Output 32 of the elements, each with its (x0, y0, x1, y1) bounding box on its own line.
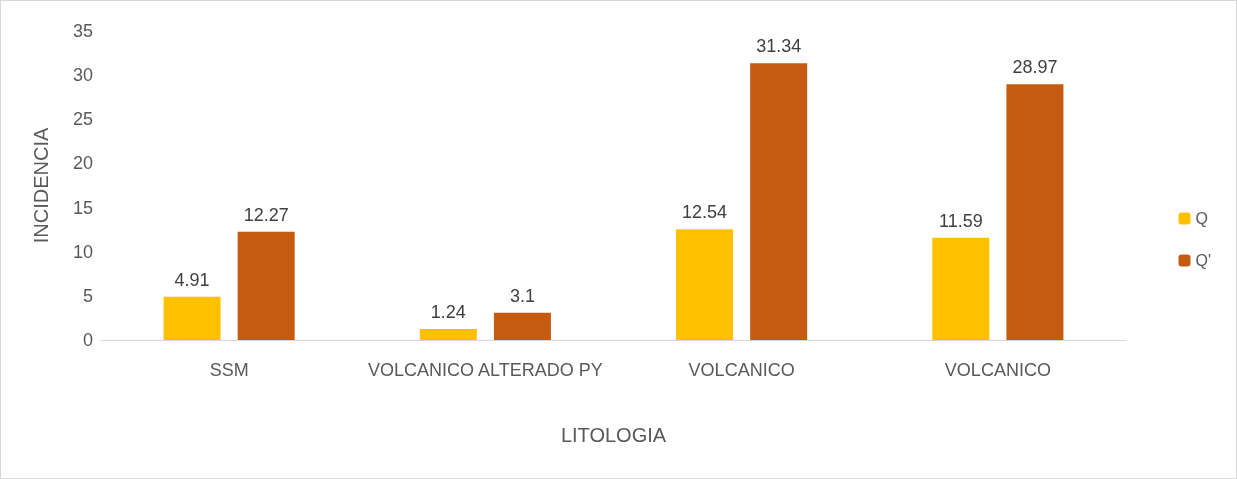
data-label: 4.91 (174, 269, 210, 290)
data-label: 12.54 (682, 202, 728, 223)
bar (750, 63, 808, 340)
bar (237, 231, 295, 340)
legend-label: Q (1195, 210, 1208, 227)
bar (932, 237, 990, 340)
bar (493, 312, 551, 340)
x-tick-label: VOLCANICO ALTERADO PY (368, 360, 603, 380)
data-label: 3.1 (509, 285, 535, 306)
data-label: 28.97 (1012, 57, 1058, 78)
y-tick-label: 10 (72, 241, 93, 262)
data-label: 31.34 (756, 36, 802, 57)
data-label: 12.27 (243, 204, 289, 225)
y-tick-label: 20 (72, 153, 93, 174)
x-tick-label: VOLCANICO (688, 360, 795, 380)
y-axis-title: INCIDENCIA (30, 127, 52, 244)
bar (419, 329, 477, 340)
y-tick-label: 25 (72, 109, 93, 130)
x-axis-title: LITOLOGIA (560, 424, 667, 446)
y-tick-label: 15 (72, 197, 93, 218)
bar (676, 229, 734, 340)
y-tick-label: 0 (82, 330, 93, 350)
y-tick-label: 30 (72, 65, 93, 86)
data-label: 1.24 (430, 302, 466, 323)
y-tick-label: 5 (82, 285, 93, 306)
data-label: 11.59 (938, 210, 983, 231)
x-tick-label: SSM (209, 360, 249, 380)
x-tick-label: VOLCANICO (944, 360, 1051, 380)
bar (163, 296, 221, 340)
bar (1006, 84, 1064, 340)
legend-label: Q' (1195, 252, 1211, 269)
y-tick-label: 35 (72, 21, 93, 41)
